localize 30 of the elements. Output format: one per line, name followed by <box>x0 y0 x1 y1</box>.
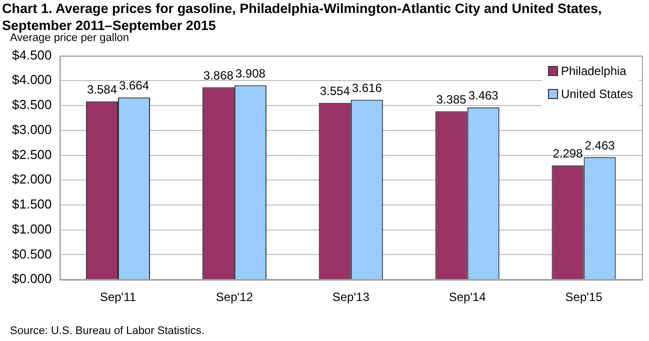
y-tick-label: $0.000 <box>12 271 52 286</box>
x-tick-label: Sep'15 <box>565 290 603 304</box>
y-tick-label: $2.500 <box>12 146 52 162</box>
y-tick-label: $1.500 <box>12 196 52 212</box>
y-tick-label: $3.500 <box>12 97 52 112</box>
data-label: 3.868 <box>203 68 234 83</box>
data-label: 2.298 <box>552 146 584 161</box>
x-tick-label: Sep'13 <box>332 290 370 304</box>
x-tick-label: Sep'12 <box>216 290 254 304</box>
data-label: 3.616 <box>352 81 382 96</box>
x-tick-label: Sep'11 <box>100 290 136 304</box>
data-label: 3.664 <box>118 78 150 93</box>
y-tick-label: $0.500 <box>12 246 52 262</box>
y-tick-label: $1.000 <box>12 221 52 236</box>
data-label: 3.908 <box>235 66 266 81</box>
y-tick-label: $2.000 <box>12 172 52 187</box>
data-label: 3.554 <box>320 84 350 98</box>
y-tick-label: $3.000 <box>12 122 52 137</box>
chart-title: Chart 1. Average prices for gasoline, Philadelphia-Wilmington-Atlantic City and United States, September 2011–September 2015 <box>2 0 603 33</box>
source-note: Source: U.S. Bureau of Labor Statistics. <box>10 325 204 337</box>
data-label: 3.463 <box>468 88 499 103</box>
y-axis-title: Average price per gallon <box>10 32 130 44</box>
legend-label: United States <box>560 87 633 101</box>
y-tick-label: $4.000 <box>12 72 52 88</box>
data-label: 2.463 <box>584 138 616 152</box>
y-tick-label: $4.500 <box>12 47 52 62</box>
x-tick-label: Sep'14 <box>448 290 486 304</box>
data-label: 3.584 <box>86 82 118 97</box>
data-label: 3.385 <box>436 92 467 107</box>
legend-label: Philadelphia <box>560 64 626 78</box>
